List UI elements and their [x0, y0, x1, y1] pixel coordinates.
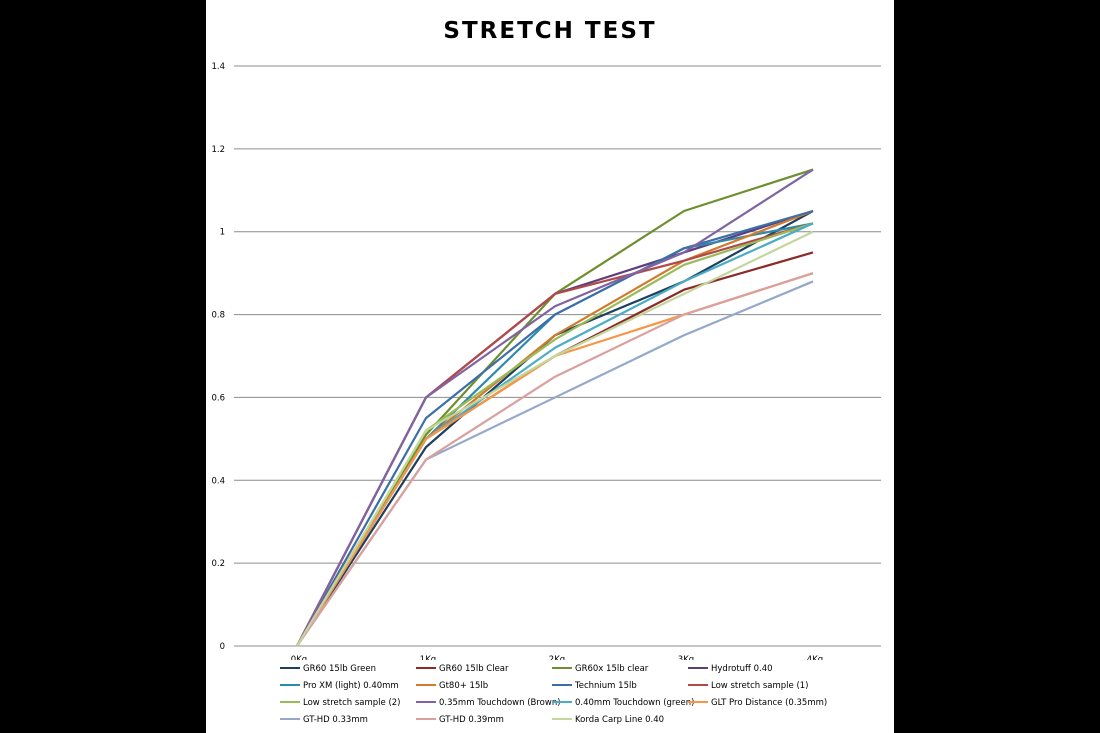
y-tick-label: 0.6 — [211, 393, 225, 403]
legend-swatch — [280, 683, 300, 686]
legend-swatch — [416, 683, 436, 686]
legend-item: Gt80+ 15lb — [416, 678, 488, 694]
chart-title: STRETCH TEST — [443, 18, 657, 44]
legend-label: Pro XM (light) 0.40mm — [303, 681, 399, 691]
legend-item: 0.35mm Touchdown (Brown) — [416, 695, 561, 711]
legend-item: Hydrotuff 0.40 — [688, 661, 773, 677]
series-line-9 — [296, 222, 814, 647]
series-line-7 — [296, 209, 814, 647]
legend-label: GR60 15lb Clear — [439, 664, 509, 674]
legend-swatch — [416, 666, 436, 669]
x-tick-label: 2Kg — [549, 655, 565, 660]
y-tick-label: 1 — [220, 228, 225, 238]
legend-label: 0.40mm Touchdown (green) — [575, 698, 695, 708]
x-tick-label: 4Kg — [807, 655, 823, 660]
legend-label: Korda Carp Line 0.40 — [575, 715, 665, 725]
legend-label: GT-HD 0.33mm — [303, 715, 368, 725]
series-line-10 — [296, 168, 814, 647]
series-line-2 — [296, 251, 814, 647]
x-tick-label: 1Kg — [420, 655, 436, 660]
legend-item: Pro XM (light) 0.40mm — [280, 678, 399, 694]
chart-panel: STRETCH TEST 0 0.2 0.4 0.6 0.8 1 1.2 1.4 0Kg 1Kg… — [206, 0, 894, 733]
legend-label: GLT Pro Distance (0.35mm) — [711, 698, 828, 708]
legend-swatch — [688, 683, 708, 686]
x-axis-ticks: 0Kg 1Kg 2Kg 3Kg 4Kg — [291, 655, 823, 660]
legend-swatch — [688, 666, 708, 669]
legend-label: Low stretch sample (2) — [303, 698, 401, 708]
x-tick-label: 0Kg — [291, 655, 307, 660]
x-tick-label: 3Kg — [678, 655, 694, 660]
series-line-5 — [296, 222, 814, 647]
legend-item: Low stretch sample (2) — [280, 695, 400, 711]
legend-item: GR60 15lb Clear — [416, 661, 509, 677]
legend-item: 0.40mm Touchdown (green) — [552, 695, 694, 711]
legend-label: Low stretch sample (1) — [711, 681, 809, 691]
legend-swatch — [416, 700, 436, 703]
legend-swatch — [280, 700, 300, 703]
legend-item: GR60 15lb Green — [280, 661, 376, 677]
series-lines — [296, 168, 814, 647]
series-line-15 — [296, 230, 814, 647]
legend-swatch — [416, 717, 436, 720]
gridlines — [234, 65, 881, 647]
legend-item: GT-HD 0.39mm — [416, 712, 504, 728]
legend-label: GT-HD 0.39mm — [439, 715, 504, 725]
legend-item: GT-HD 0.33mm — [280, 712, 368, 728]
y-tick-label: 0.4 — [211, 476, 225, 486]
legend-item: Technium 15lb — [552, 678, 637, 694]
legend-swatch — [688, 700, 708, 703]
legend-label: Gt80+ 15lb — [439, 681, 489, 691]
legend-label: GR60x 15lb clear — [575, 664, 649, 674]
legend-label: 0.35mm Touchdown (Brown) — [439, 698, 561, 708]
legend-item: Low stretch sample (1) — [688, 678, 808, 694]
legend-swatch — [552, 717, 572, 720]
legend-item: Korda Carp Line 0.40 — [552, 712, 664, 728]
legend-swatch — [280, 666, 300, 669]
y-tick-label: 0.8 — [211, 311, 225, 321]
line-chart: 0 0.2 0.4 0.6 0.8 1 1.2 1.4 0Kg 1Kg 2Kg 3Kg 4Kg — [211, 62, 881, 660]
y-tick-label: 0 — [220, 642, 225, 652]
series-line-8 — [296, 222, 814, 647]
series-line-12 — [296, 272, 814, 647]
legend-swatch — [552, 700, 572, 703]
legend-swatch — [552, 666, 572, 669]
legend-swatch — [552, 683, 572, 686]
y-axis-ticks: 0 0.2 0.4 0.6 0.8 1 1.2 1.4 — [211, 62, 225, 652]
y-tick-label: 1.4 — [211, 62, 225, 72]
series-line-11 — [296, 222, 814, 647]
y-tick-label: 1.2 — [211, 145, 225, 155]
legend-item: GR60x 15lb clear — [552, 661, 648, 677]
y-tick-label: 0.2 — [211, 559, 225, 569]
legend-label: Hydrotuff 0.40 — [711, 664, 773, 674]
series-line-14 — [296, 272, 814, 647]
series-line-6 — [296, 209, 814, 647]
legend-swatch — [280, 717, 300, 720]
legend-label: GR60 15lb Green — [303, 664, 377, 674]
legend-item: GLT Pro Distance (0.35mm) — [688, 695, 827, 711]
series-line-4 — [296, 209, 814, 647]
legend-label: Technium 15lb — [575, 681, 637, 691]
series-line-1 — [296, 210, 814, 647]
